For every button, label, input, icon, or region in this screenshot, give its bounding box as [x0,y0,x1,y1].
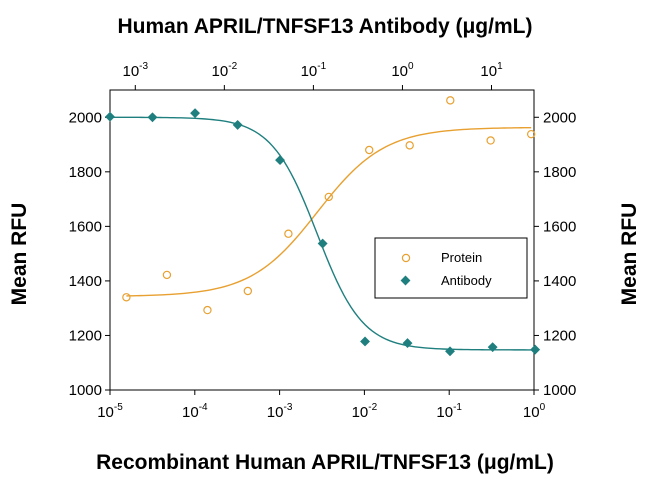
data-point-protein [446,96,455,105]
x-axis-top: 10-3 10-2 10-1 100 101 [122,61,503,90]
data-point-antibody [232,119,243,130]
chart-title: Human APRIL/TNFSF13 Antibody (μg/mL) [118,15,533,38]
data-point-protein [526,129,536,139]
data-point-antibody [317,238,328,249]
y-tick-label-left: 1200 [69,327,102,344]
y-axis-title-right: Mean RFU [618,203,641,306]
data-point-antibody [487,342,498,353]
data-point-protein [365,145,374,155]
y-tick-label-left: 2000 [69,109,102,126]
data-point-protein [486,136,495,145]
y-tick-label-left: 1800 [69,164,102,181]
y-tick-label-right: 1000 [543,382,576,399]
legend: Protein Antibody [374,237,528,299]
fit-curve-protein [126,126,532,297]
data-point-antibody [530,344,541,355]
y-tick-label-left: 1000 [69,382,102,399]
legend-label-antibody: Antibody [441,273,492,288]
y-axis-right: 1000 1200 1400 1600 1800 2000 [534,109,576,399]
data-point-antibody [147,112,158,123]
x-axis-title: Recombinant Human APRIL/TNFSF13 (μg/mL) [96,451,554,474]
legend-marker-protein [401,253,411,263]
data-point-protein [243,286,253,296]
legend-label-protein: Protein [441,250,482,265]
data-point-antibody [445,346,455,357]
data-point-antibody [190,108,201,119]
y-tick-label-right: 1400 [543,273,576,290]
x-tick-label-top: 10-3 [122,61,148,80]
data-point-protein [405,141,414,150]
x-tick-label-top: 101 [480,61,503,80]
y-tick-label-right: 2000 [543,109,576,126]
data-point-antibody [402,338,413,349]
data-points [105,96,541,357]
plot-area-frame [109,89,535,391]
x-axis-bottom: 10-5 10-4 10-3 10-2 10-1 100 [97,390,546,421]
data-point-protein [162,270,172,280]
data-point-protein [203,305,212,315]
data-point-antibody [360,336,370,347]
y-axis-left: 1000 1200 1400 1600 1800 2000 [69,109,110,399]
x-tick-label-bottom: 10-1 [436,402,462,421]
fit-curves [110,116,536,351]
data-point-antibody [275,155,285,166]
x-tick-label-top: 10-2 [212,61,238,80]
x-tick-label-bottom: 10-2 [352,402,378,421]
x-tick-label-bottom: 10-4 [182,402,208,421]
x-tick-label-bottom: 10-3 [267,402,293,421]
y-tick-label-left: 1600 [69,218,102,235]
x-tick-label-bottom: 100 [523,402,546,421]
data-point-protein [284,229,293,238]
data-point-antibody [105,111,115,122]
legend-box [374,237,528,299]
y-tick-label-left: 1400 [69,273,102,290]
legend-marker-antibody [400,275,411,286]
x-tick-label-top: 10-1 [301,61,327,80]
fit-curve-antibody [110,116,536,351]
x-tick-label-bottom: 10-5 [97,402,123,421]
data-point-protein [324,192,333,202]
x-tick-label-top: 100 [391,61,414,80]
y-tick-label-right: 1800 [543,164,576,181]
y-tick-label-right: 1600 [543,218,576,235]
y-tick-label-right: 1200 [543,327,576,344]
y-axis-title-left: Mean RFU [8,203,31,306]
data-point-protein [122,293,131,302]
